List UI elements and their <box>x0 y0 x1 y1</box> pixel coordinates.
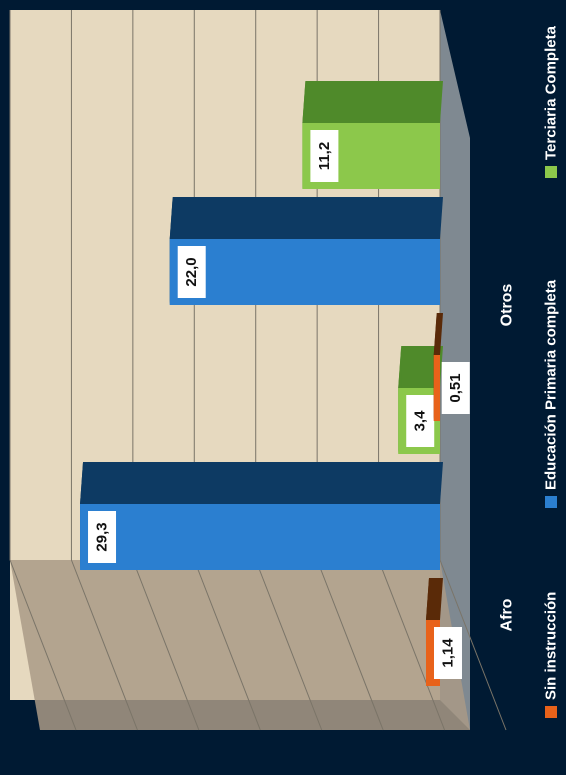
bar-afro-1 <box>80 462 444 570</box>
grid-floor-line <box>378 559 446 731</box>
data-label: 1,14 <box>439 638 456 668</box>
bar-depth-face <box>80 462 444 504</box>
grid-floor-line <box>132 559 200 731</box>
data-label-box <box>441 362 470 414</box>
grid-floor-line <box>316 559 384 731</box>
legend-swatch <box>545 496 557 508</box>
data-label-box <box>88 511 117 563</box>
data-label-box <box>406 395 435 447</box>
legend-label: Educación Primaria completa <box>543 279 560 490</box>
bar-front-face <box>433 355 440 421</box>
data-label: 0,51 <box>447 373 464 402</box>
bar-otros-0 <box>433 313 443 421</box>
grid-floor-line <box>70 559 138 731</box>
legend-label: Sin instrucción <box>543 592 560 700</box>
data-label-box <box>310 130 339 182</box>
bar-depth-face <box>302 81 443 123</box>
bar-depth-face <box>425 578 443 620</box>
data-label-box <box>433 627 462 679</box>
bar-depth-face <box>398 346 443 388</box>
data-label: 3,4 <box>412 410 429 432</box>
legend-label: Terciaria Completa <box>543 25 560 160</box>
data-label: 11,2 <box>316 142 333 170</box>
grid-floor-line <box>255 559 323 731</box>
category-label-otros: Otros <box>499 284 516 327</box>
category-label-afro: Afro <box>499 598 516 631</box>
grid-floor-line <box>193 559 261 731</box>
data-label: 29,3 <box>94 522 111 551</box>
bar-front-face <box>169 239 440 305</box>
legend-swatch <box>545 706 557 718</box>
data-label: 22,0 <box>183 257 200 286</box>
bar-front-face <box>80 504 441 570</box>
plot-floor <box>10 560 470 730</box>
bar-otros-1 <box>169 197 443 305</box>
data-label-box <box>177 246 206 298</box>
grid-floor-line <box>439 559 507 731</box>
bar-depth-face <box>169 197 443 239</box>
grid-floor-line <box>9 559 77 731</box>
legend-swatch <box>545 166 557 178</box>
